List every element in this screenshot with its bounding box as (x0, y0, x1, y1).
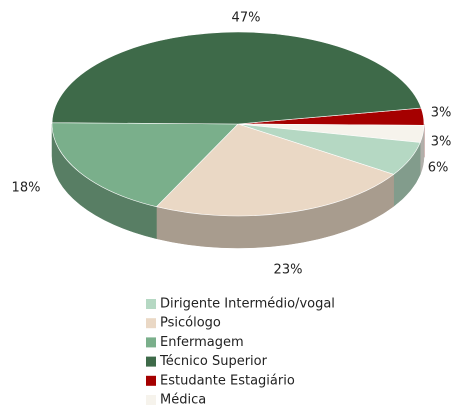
data-label: 3% (431, 106, 452, 121)
legend-label: Técnico Superior (159, 354, 268, 369)
slice (51, 31, 422, 125)
slice (155, 123, 395, 217)
slice-sides (51, 123, 425, 249)
legend: Dirigente Intermédio/vogal Psicólogo Enfer… (146, 297, 335, 408)
legend-swatch (146, 299, 156, 309)
legend-label: Dirigente Intermédio/vogal (160, 297, 335, 312)
legend-swatch (146, 356, 156, 367)
data-label: 3% (431, 135, 452, 150)
data-label: 6% (428, 161, 449, 176)
legend-label: Enfermagem (160, 335, 244, 350)
legend-swatch (146, 318, 156, 329)
legend-label: Estudante Estagiário (160, 373, 295, 388)
legend-swatch (146, 337, 156, 348)
data-label: 23% (274, 263, 303, 278)
legend-swatch (146, 395, 156, 405)
legend-label: Médica (160, 393, 206, 408)
legend-swatch (146, 375, 156, 386)
data-label: 18% (12, 181, 41, 196)
data-label: 47% (232, 11, 261, 26)
slice (51, 122, 239, 208)
legend-label: Psicólogo (160, 316, 221, 331)
